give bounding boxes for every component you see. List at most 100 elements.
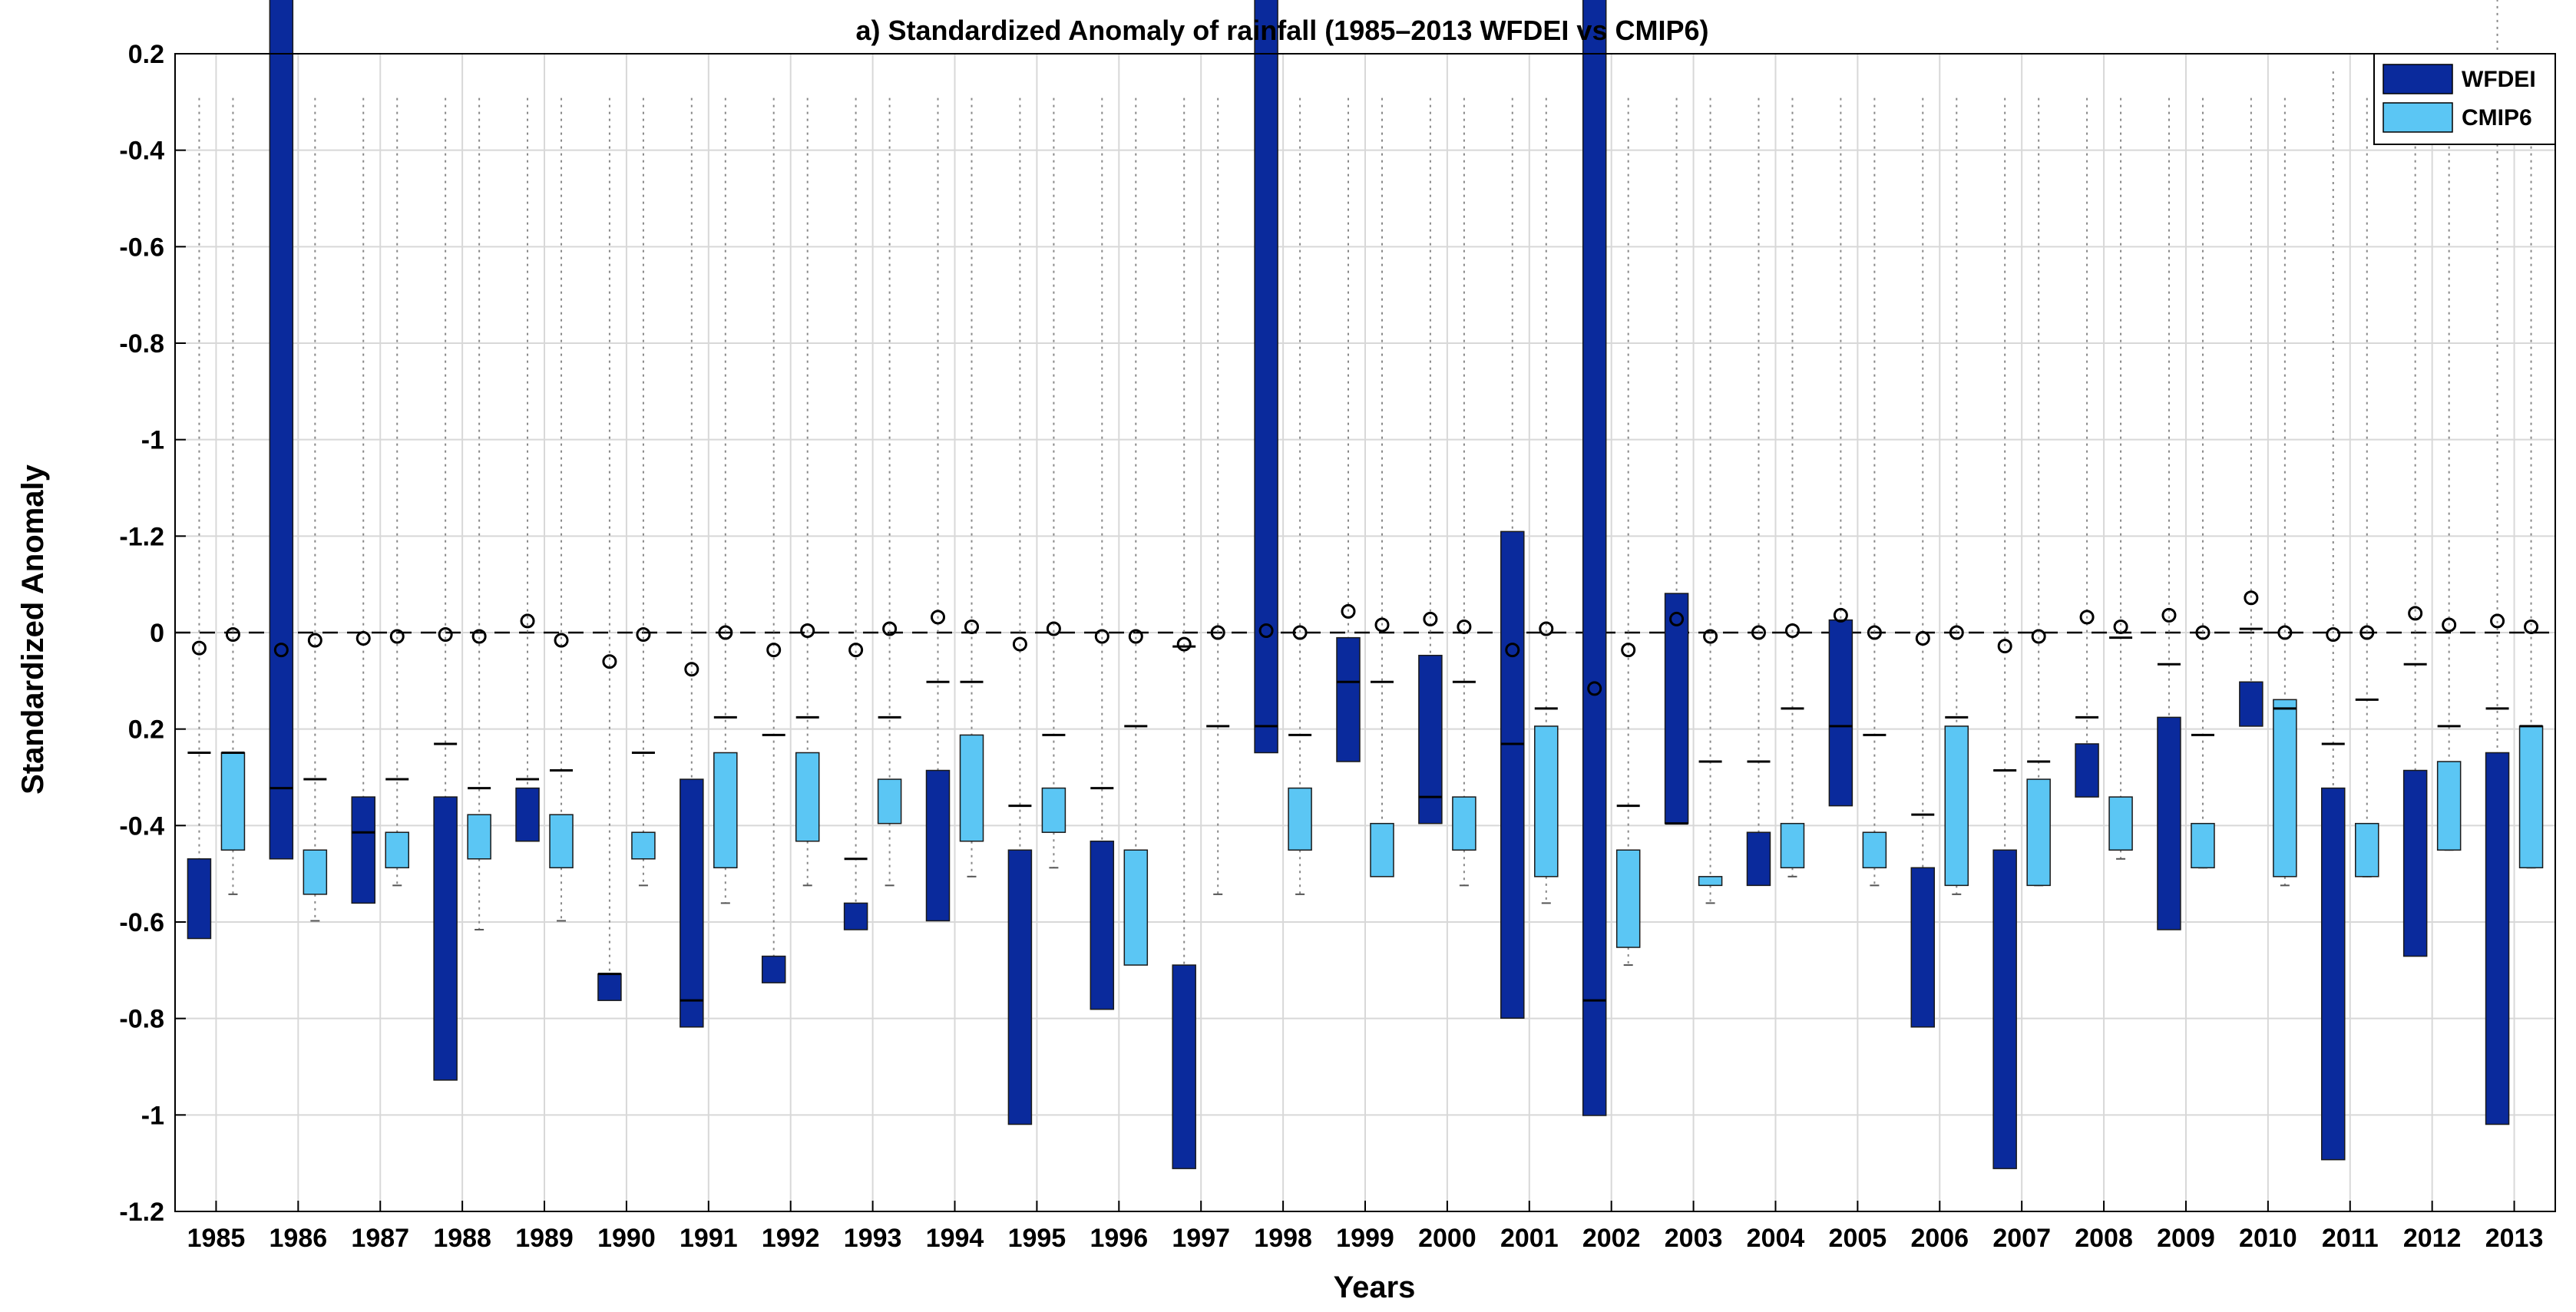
- cmip6-box: [2026, 778, 2051, 887]
- x-tick-label: 1986: [270, 1224, 328, 1253]
- wfdei-mean-marker: [1258, 623, 1274, 638]
- cmip6-box: [549, 814, 574, 869]
- cmip6-mean-marker: [389, 629, 405, 644]
- y-tick-label: -1: [141, 426, 164, 455]
- x-tick-label: 2007: [1992, 1224, 2051, 1253]
- wfdei-mean-marker: [1423, 611, 1438, 626]
- cmip6-mean-marker: [1621, 643, 1636, 658]
- cmip6-mean-marker: [636, 627, 651, 643]
- cmip6-mean-marker: [1128, 629, 1143, 644]
- chart-title: a) Standardized Anomaly of rainfall (198…: [856, 15, 1709, 46]
- cmip6-mean-marker: [882, 621, 898, 636]
- x-tick-label: 2005: [1829, 1224, 1887, 1253]
- wfdei-box: [1172, 964, 1196, 1169]
- wfdei-mean-marker: [355, 631, 371, 646]
- y-tick-label: -1.2: [119, 522, 164, 551]
- cmip6-mean-marker: [225, 627, 240, 643]
- wfdei-mean-marker: [1176, 636, 1192, 652]
- wfdei-mean-marker: [1669, 611, 1685, 626]
- cmip6-box: [1370, 822, 1394, 877]
- wfdei-box: [1007, 849, 1033, 1125]
- x-tick-label: 1990: [597, 1224, 656, 1253]
- y-tick-label: -1.2: [119, 1198, 164, 1227]
- wfdei-box: [1254, 0, 1278, 754]
- y-tick-label: -0.8: [119, 1005, 164, 1034]
- wfdei-mean-marker: [2490, 613, 2505, 629]
- x-tick-label: 1992: [762, 1224, 820, 1253]
- cmip6-box: [2191, 822, 2215, 869]
- wfdei-mean-marker: [931, 610, 946, 625]
- wfdei-mean-marker: [273, 643, 289, 658]
- x-tick-label: 1998: [1254, 1224, 1312, 1253]
- cmip6-mean-marker: [1703, 629, 1718, 644]
- cmip6-box: [713, 752, 738, 869]
- cmip6-mean-marker: [2277, 625, 2293, 640]
- y-axis-label: Standardized Anomaly: [16, 464, 50, 794]
- x-tick-label: 2000: [1418, 1224, 1476, 1253]
- wfdei-box: [1582, 0, 1607, 1116]
- wfdei-mean-marker: [602, 654, 617, 669]
- cmip6-box: [631, 831, 656, 860]
- wfdei-mean-marker: [191, 640, 207, 656]
- wfdei-mean-marker: [1094, 629, 1109, 644]
- wfdei-mean-marker: [684, 662, 699, 677]
- x-tick-label: 1988: [433, 1224, 491, 1253]
- cmip6-mean-marker: [1292, 625, 1308, 640]
- x-tick-label: 1994: [926, 1224, 984, 1253]
- x-tick-label: 2002: [1582, 1224, 1641, 1253]
- wfdei-mean-marker: [1915, 631, 1930, 646]
- cmip6-mean-marker: [1784, 623, 1800, 638]
- wfdei-box: [1664, 593, 1689, 825]
- cmip6-box: [1944, 725, 1969, 887]
- x-tick-label: 1997: [1172, 1224, 1230, 1253]
- cmip6-mean-marker: [1374, 617, 1390, 633]
- legend-label-wfdei: WFDEI: [2462, 67, 2536, 92]
- cmip6-mean-marker: [471, 629, 487, 644]
- wfdei-mean-marker: [1833, 607, 1848, 623]
- wfdei-box: [187, 858, 212, 940]
- wfdei-box: [2239, 681, 2264, 727]
- cmip6-mean-marker: [964, 619, 980, 634]
- wfdei-mean-marker: [2244, 590, 2259, 606]
- x-tick-label: 2009: [2157, 1224, 2215, 1253]
- cmip6-box: [385, 831, 409, 869]
- wfdei-box: [1910, 867, 1936, 1028]
- cmip6-mean-marker: [307, 633, 322, 648]
- wfdei-box: [2402, 769, 2428, 957]
- y-tick-label: -0.6: [119, 233, 164, 262]
- cmip6-box: [1041, 787, 1066, 833]
- cmip6-mean-marker: [2524, 619, 2539, 634]
- wfdei-box: [680, 778, 704, 1028]
- x-axis-label: Years: [1334, 1271, 1416, 1304]
- x-tick-label: 1991: [680, 1224, 738, 1253]
- cmip6-box: [467, 814, 491, 860]
- x-tick-label: 2008: [2075, 1224, 2133, 1253]
- cmip6-mean-marker: [800, 623, 815, 638]
- x-tick-label: 2012: [2403, 1224, 2462, 1253]
- wfdei-box: [515, 787, 540, 842]
- wfdei-box: [269, 0, 294, 860]
- wfdei-box: [1828, 619, 1853, 807]
- wfdei-mean-marker: [1587, 681, 1602, 696]
- cmip6-mean-marker: [718, 625, 733, 640]
- wfdei-box: [2485, 752, 2510, 1125]
- x-tick-label: 2010: [2239, 1224, 2297, 1253]
- wfdei-box: [843, 902, 868, 930]
- x-tick-label: 1987: [351, 1224, 409, 1253]
- cmip6-box: [1288, 787, 1312, 851]
- wfdei-box: [2075, 743, 2099, 798]
- legend-swatch-wfdei: [2383, 64, 2453, 94]
- wfdei-mean-marker: [1341, 603, 1356, 619]
- cmip6-box: [1452, 796, 1476, 851]
- axes: 0.2 -0.4 -0.6 -0.8 -1 -1.2 0 0.2 -0.4 -0.6 -0.8 -1 -…: [119, 40, 2543, 1253]
- cmip6-box: [2108, 796, 2133, 851]
- cmip6-box: [303, 849, 328, 895]
- wfdei-box: [1336, 636, 1361, 762]
- cmip6-mean-marker: [554, 633, 569, 648]
- x-tick-label: 2001: [1500, 1224, 1559, 1253]
- x-tick-label: 2013: [2485, 1224, 2544, 1253]
- wfdei-mean-marker: [1505, 643, 1520, 658]
- wfdei-mean-marker: [2326, 627, 2341, 643]
- wfdei-mean-marker: [1012, 636, 1027, 652]
- wfdei-mean-marker: [848, 643, 864, 658]
